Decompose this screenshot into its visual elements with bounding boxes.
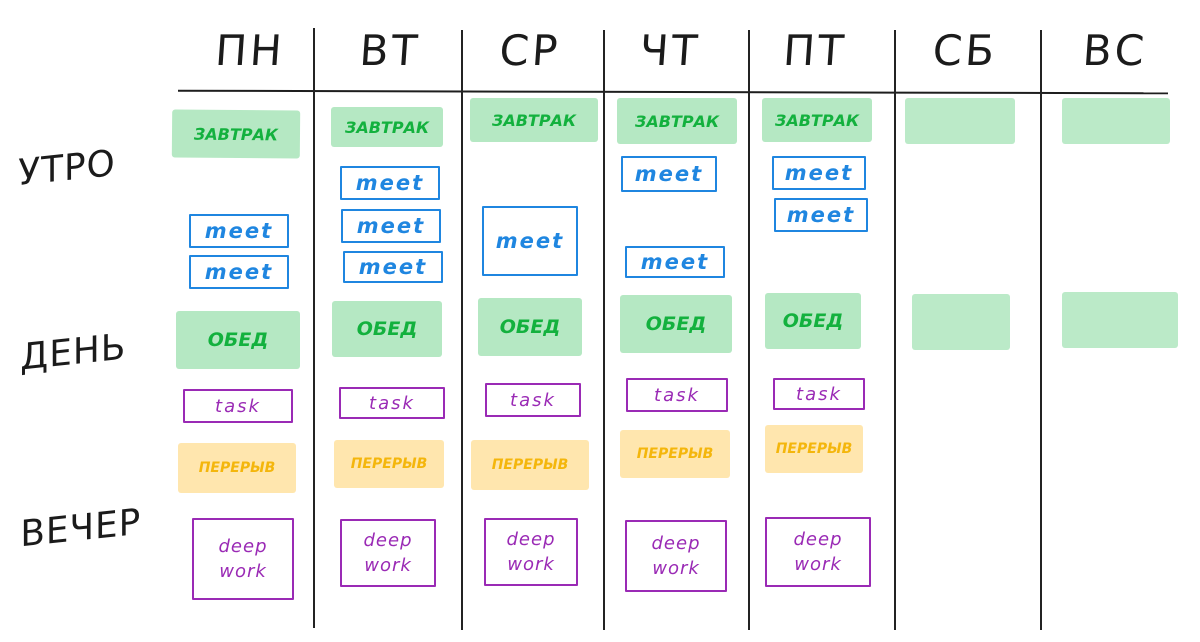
column-rule-2 — [461, 30, 463, 630]
day-header-tue: ВТ — [358, 25, 422, 75]
breakfast-sat-empty — [905, 98, 1015, 144]
deep-work-wed-line2: work — [507, 554, 555, 575]
meet-thu-2: meet — [625, 246, 725, 278]
lunch-thu: ОБЕД — [620, 295, 732, 353]
day-header-sat: СБ — [931, 25, 999, 75]
day-header-mon: ПН — [213, 25, 287, 75]
deep-work-fri-line1: deep — [793, 529, 843, 550]
breakfast-fri: ЗАВТРАК — [762, 98, 872, 142]
meet-mon-2: meet — [189, 255, 289, 289]
break-mon: ПЕРЕРЫВ — [178, 443, 296, 493]
deep-work-wed-line1: deep — [506, 529, 556, 550]
period-label-evening: ВЕЧЕР — [20, 501, 142, 556]
deep-work-mon-line1: deep — [218, 536, 268, 557]
deep-work-tue: deep work — [340, 519, 436, 587]
task-tue: task — [339, 387, 445, 419]
task-fri: task — [773, 378, 865, 410]
meet-tue-1: meet — [340, 166, 440, 200]
breakfast-wed: ЗАВТРАК — [470, 98, 598, 142]
column-rule-4 — [748, 30, 750, 630]
lunch-fri: ОБЕД — [765, 293, 861, 349]
meet-wed-1: meet — [482, 206, 578, 276]
column-rule-6 — [1040, 30, 1042, 630]
lunch-tue: ОБЕД — [332, 301, 442, 357]
task-mon: task — [183, 389, 293, 423]
breakfast-mon: ЗАВТРАК — [171, 109, 301, 159]
lunch-wed: ОБЕД — [478, 298, 582, 356]
header-rule — [177, 89, 1169, 95]
meet-thu-1: meet — [621, 156, 717, 192]
column-rule-5 — [894, 30, 896, 630]
deep-work-thu-line2: work — [652, 558, 700, 579]
deep-work-wed: deep work — [484, 518, 578, 586]
task-wed: task — [485, 383, 581, 417]
column-rule-3 — [603, 30, 605, 630]
meet-tue-2: meet — [341, 209, 441, 243]
breakfast-thu: ЗАВТРАК — [617, 98, 737, 144]
deep-work-mon-line2: work — [219, 561, 267, 582]
break-wed: ПЕРЕРЫВ — [471, 440, 589, 490]
meet-fri-1: meet — [772, 156, 866, 190]
day-header-wed: СР — [497, 25, 563, 75]
lunch-sun-empty — [1062, 292, 1178, 348]
break-thu: ПЕРЕРЫВ — [620, 430, 730, 478]
period-label-morning: УТРО — [18, 142, 116, 195]
deep-work-mon: deep work — [192, 518, 294, 600]
break-fri: ПЕРЕРЫВ — [765, 425, 863, 473]
period-label-day: ДЕНЬ — [20, 326, 127, 379]
deep-work-fri-line2: work — [794, 554, 842, 575]
day-header-sun: ВС — [1081, 25, 1149, 75]
break-tue: ПЕРЕРЫВ — [334, 440, 444, 488]
meet-tue-3: meet — [343, 251, 443, 283]
deep-work-tue-line2: work — [364, 555, 412, 576]
deep-work-thu: deep work — [625, 520, 727, 592]
deep-work-thu-line1: deep — [651, 533, 701, 554]
deep-work-fri: deep work — [765, 517, 871, 587]
meet-mon-1: meet — [189, 214, 289, 248]
lunch-sat-empty — [912, 294, 1010, 350]
lunch-mon: ОБЕД — [176, 311, 300, 369]
breakfast-sun-empty — [1062, 98, 1170, 144]
breakfast-tue: ЗАВТРАК — [331, 107, 443, 147]
day-header-fri: ПТ — [781, 25, 849, 75]
deep-work-tue-line1: deep — [363, 530, 413, 551]
day-header-thu: ЧТ — [638, 25, 702, 75]
task-thu: task — [626, 378, 728, 412]
column-rule-1 — [313, 28, 315, 628]
meet-fri-2: meet — [774, 198, 868, 232]
